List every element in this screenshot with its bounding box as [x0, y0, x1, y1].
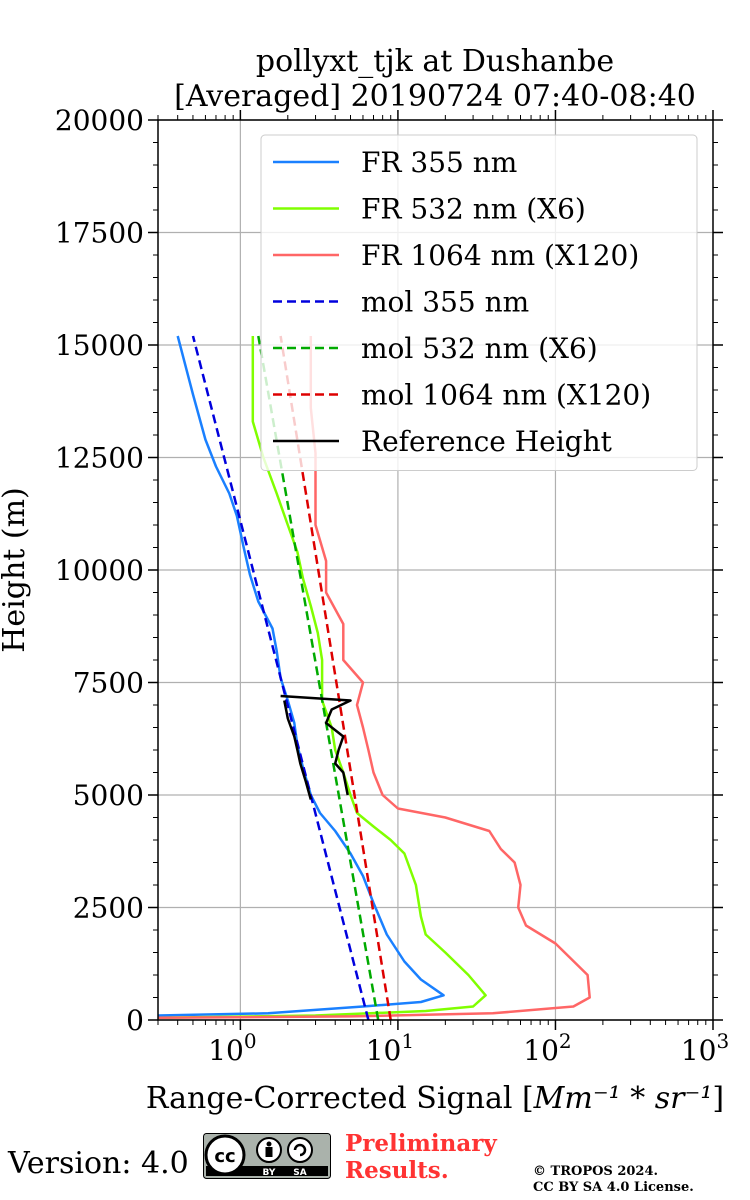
copyright-line-2: CC BY SA 4.0 License.	[533, 1180, 694, 1195]
legend-label: FR 355 nm	[361, 146, 517, 179]
x-tick-base: 10	[523, 1034, 559, 1067]
version-label: Version: 4.0	[8, 1146, 189, 1181]
series-line-fr-1064-nm-x120	[157, 336, 591, 1020]
copyright-notice: © TROPOS 2024. CC BY SA 4.0 License.	[533, 1164, 694, 1196]
legend-label: FR 532 nm (X6)	[361, 193, 586, 226]
sa-arrow-icon	[287, 1137, 313, 1163]
legend-box	[260, 134, 698, 471]
x-tick-exponent: 2	[559, 1029, 572, 1053]
x-tick-label: 103	[681, 1029, 729, 1067]
series-line-reference-height	[283, 700, 313, 800]
x-tick-exponent: 0	[244, 1029, 257, 1053]
copyright-line-1: © TROPOS 2024.	[533, 1164, 659, 1179]
lidar-profile-chart: 0250050007500100001250015000175002000010…	[0, 44, 729, 1116]
legend-label: mol 355 nm	[361, 286, 529, 319]
x-axis-label-text: Range-Corrected Signal [	[146, 1081, 534, 1116]
y-tick-label: 12500	[55, 442, 144, 475]
x-tick-label: 101	[366, 1029, 414, 1067]
plot-frame	[157, 119, 714, 1021]
x-tick-label: 102	[523, 1029, 571, 1067]
x-tick-base: 10	[681, 1034, 717, 1067]
y-axis-label: Height (m)	[0, 487, 32, 652]
x-axis-label-math: Mm⁻¹ * sr⁻¹	[533, 1081, 713, 1116]
x-axis-label-close: ]	[712, 1081, 724, 1116]
y-tick-label: 20000	[55, 104, 144, 137]
legend-label: mol 1064 nm (X120)	[361, 379, 651, 412]
legend-label: mol 532 nm (X6)	[361, 332, 598, 365]
ticks-layer: 0250050007500100001250015000175002000010…	[55, 104, 729, 1067]
chart-title: pollyxt_tjk at Dushanbe	[256, 44, 614, 79]
y-tick-label: 5000	[73, 779, 144, 812]
y-tick-label: 15000	[55, 329, 144, 362]
sa-label: SA	[293, 1168, 306, 1178]
cc-icon-label: cc	[214, 1146, 235, 1167]
legend: FR 355 nm FR 532 nm (X6) FR 1064 nm (X120)…	[260, 134, 698, 471]
chart-subtitle: [Averaged] 20190724 07:40-08:40	[174, 79, 696, 114]
x-tick-base: 10	[366, 1034, 402, 1067]
series-line-reference-height	[280, 694, 352, 796]
legend-label: FR 1064 nm (X120)	[361, 239, 639, 272]
y-tick-label: 17500	[55, 217, 144, 250]
y-tick-label: 2500	[73, 892, 144, 925]
legend-label: Reference Height	[361, 425, 613, 458]
cc-license-badge: cc BY SA	[203, 1133, 331, 1179]
preliminary-line-1: Preliminary	[345, 1130, 497, 1157]
x-tick-label: 100	[208, 1029, 256, 1067]
x-tick-exponent: 3	[716, 1029, 729, 1053]
y-tick-label: 7500	[73, 667, 144, 700]
y-tick-label: 10000	[55, 554, 144, 587]
cc-icon	[204, 1134, 246, 1176]
preliminary-notice: Preliminary Results.	[345, 1130, 497, 1184]
x-tick-base: 10	[208, 1034, 244, 1067]
x-axis-label: Range-Corrected Signal [Mm⁻¹ * sr⁻¹]	[146, 1081, 724, 1116]
preliminary-line-2: Results.	[345, 1157, 449, 1184]
y-tick-label: 0	[126, 1004, 144, 1037]
x-tick-exponent: 1	[401, 1029, 414, 1053]
series-line-mol-355-nm	[191, 335, 370, 1021]
by-label: BY	[263, 1168, 276, 1178]
